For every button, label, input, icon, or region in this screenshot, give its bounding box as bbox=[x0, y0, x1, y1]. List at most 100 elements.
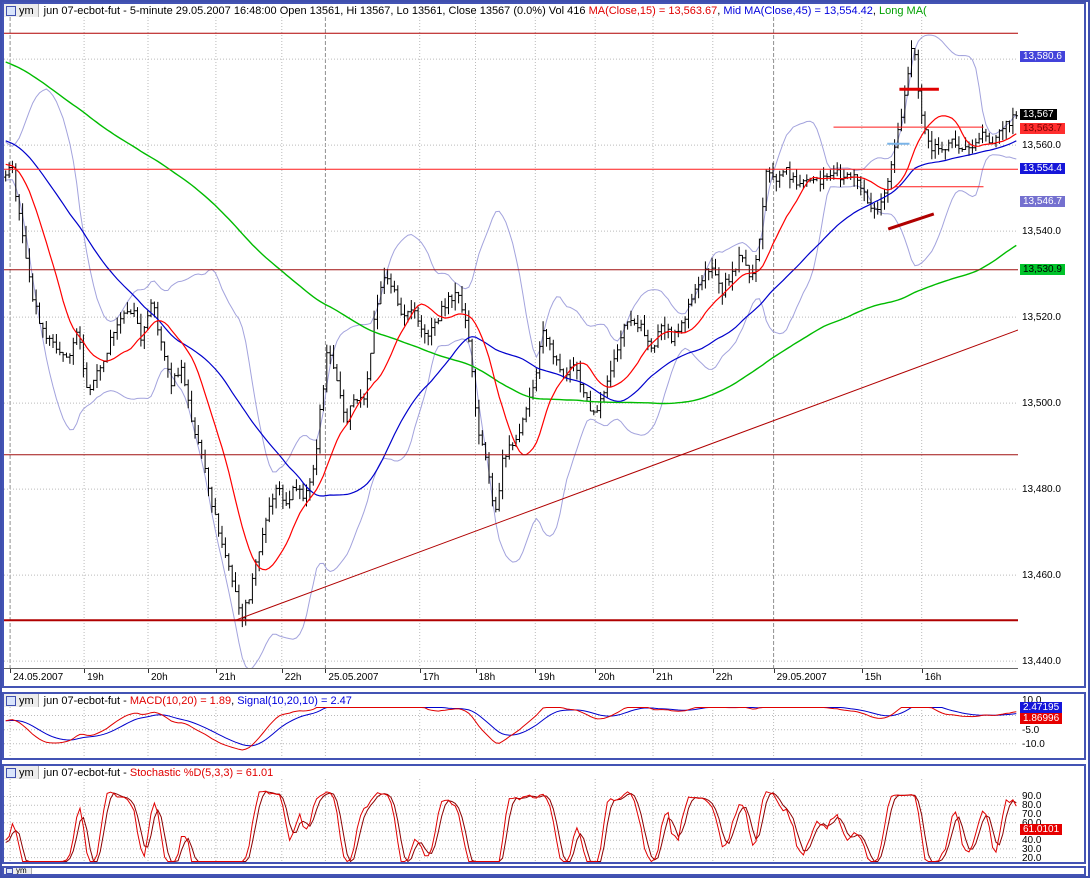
stoch-plot-area bbox=[4, 779, 1018, 862]
price-axis-badge: 13,563.7 bbox=[1020, 123, 1065, 134]
chart-window-icon bbox=[6, 695, 16, 706]
macd-axis-label: -10.0 bbox=[1022, 739, 1045, 750]
time-tick bbox=[921, 669, 923, 673]
time-label: 21h bbox=[218, 672, 236, 683]
price-axis-badge: 13,546.7 bbox=[1020, 196, 1065, 207]
time-label: 25.05.2007 bbox=[328, 672, 379, 683]
time-label: 29.05.2007 bbox=[776, 672, 827, 683]
time-label: 20h bbox=[151, 672, 168, 683]
time-label: 16h bbox=[924, 672, 942, 683]
time-label: 19h bbox=[87, 672, 104, 683]
stoch-axis-label: 80.0 bbox=[1022, 800, 1042, 811]
time-label: 18h bbox=[478, 672, 496, 683]
stochastic-panel: ym jun 07-ecbot-fut - Stochastic %D(5,3,… bbox=[2, 764, 1086, 864]
time-label: 22h bbox=[284, 672, 302, 683]
stoch-axis-label: 20.0 bbox=[1022, 853, 1042, 862]
grid-lines bbox=[4, 779, 1018, 862]
time-label: 15h bbox=[864, 672, 882, 683]
stoch-tab[interactable]: ym bbox=[4, 766, 39, 779]
drawing-lines[interactable] bbox=[4, 32, 1018, 622]
price-title-text: jun 07-ecbot-fut - 5-minute 29.05.2007 1… bbox=[44, 5, 927, 17]
price-axis-label: 13,480.0 bbox=[1022, 484, 1061, 495]
price-axis-badge: 13,530.9 bbox=[1020, 264, 1065, 275]
price-axis-label: 13,440.0 bbox=[1022, 656, 1061, 667]
macd-titlebar: ym jun 07-ecbot-fut - MACD(10,20) = 1.89… bbox=[4, 694, 1084, 707]
time-tick bbox=[281, 669, 283, 673]
time-tick bbox=[653, 669, 654, 673]
macd-axis-label: -5.0 bbox=[1022, 725, 1040, 736]
time-tick bbox=[10, 669, 12, 673]
stoch-axis-label: 70.0 bbox=[1022, 809, 1042, 820]
time-tick bbox=[148, 669, 149, 673]
price-axis-badge: 13,554.4 bbox=[1020, 163, 1065, 174]
macd-title-text: jun 07-ecbot-fut - MACD(10,20) = 1.89, S… bbox=[44, 695, 352, 707]
stoch-d-line bbox=[5, 790, 1017, 862]
chart-tab-label: ym bbox=[19, 4, 34, 17]
minimized-panel: ym bbox=[2, 866, 1086, 876]
macd-chart-canvas[interactable] bbox=[4, 707, 1018, 758]
chart-window-icon bbox=[6, 767, 16, 778]
title-segment: jun 07-ecbot-fut - 5-minute 29.05.2007 1… bbox=[43, 4, 589, 17]
title-segment: MA(Close,15) = 13,563.67 bbox=[588, 4, 718, 17]
stoch-axis-label: 60.0 bbox=[1022, 818, 1041, 829]
price-axis-label: 13,460.0 bbox=[1022, 570, 1061, 581]
time-tick bbox=[535, 669, 537, 673]
macd-panel: ym jun 07-ecbot-fut - MACD(10,20) = 1.89… bbox=[2, 692, 1086, 760]
time-tick bbox=[419, 669, 421, 673]
time-tick bbox=[773, 669, 775, 673]
time-label: 20h bbox=[598, 672, 615, 683]
time-tick bbox=[325, 669, 327, 673]
title-segment: Stochastic %D(5,3,3) = 61.01 bbox=[129, 766, 274, 779]
price-axis-label: 13,500.0 bbox=[1022, 398, 1061, 409]
stoch-axis-label: 30.0 bbox=[1022, 844, 1042, 855]
title-segment: , bbox=[872, 4, 880, 17]
time-tick bbox=[595, 669, 597, 673]
ma-short-line bbox=[5, 115, 1017, 571]
macd-tab[interactable]: ym bbox=[4, 694, 39, 707]
stoch-chart-canvas[interactable] bbox=[4, 779, 1018, 862]
ohlc-bars bbox=[4, 40, 1018, 628]
macd-tab-label: ym bbox=[19, 694, 34, 707]
time-label: 21h bbox=[656, 672, 673, 683]
title-segment: jun 07-ecbot-fut - bbox=[43, 766, 130, 779]
time-tick bbox=[215, 669, 217, 673]
time-tick bbox=[84, 669, 86, 673]
price-axis-label: 13,540.0 bbox=[1022, 226, 1061, 237]
macd-axis-badge: 1.86996 bbox=[1020, 713, 1063, 724]
ma-long-line bbox=[5, 61, 1017, 405]
stoch-axis-label: 90.0 bbox=[1022, 791, 1042, 802]
price-axis-label: 13,520.0 bbox=[1022, 312, 1061, 323]
minimized-titlebar: ym bbox=[4, 868, 1084, 874]
title-segment: Mid MA(Close,45) = 13,554.42 bbox=[723, 4, 873, 17]
price-axis: 13,560.0 13,540.0 13,520.0 13,500.0 13,480.0… bbox=[1018, 4, 1084, 686]
price-axis-badge: 13,567 bbox=[1020, 109, 1057, 120]
time-label: 24.05.2007 bbox=[13, 672, 64, 683]
time-label: 19h bbox=[538, 672, 555, 683]
macd-axis: 10.0 -5.0 -10.0 2.47195 1.86996 bbox=[1018, 694, 1084, 758]
title-segment: Long MA( bbox=[879, 4, 927, 17]
price-axis-badge: 13,580.6 bbox=[1020, 51, 1065, 62]
price-chart-canvas[interactable] bbox=[4, 17, 1018, 668]
stoch-tab-label: ym bbox=[19, 766, 34, 779]
minimized-tab[interactable]: ym bbox=[4, 868, 32, 874]
band-lines bbox=[5, 34, 1017, 668]
chart-tab[interactable]: ym bbox=[4, 4, 39, 17]
time-tick bbox=[861, 669, 863, 673]
ma-mid-line bbox=[5, 140, 1017, 497]
macd-axis-label: 10.0 bbox=[1022, 695, 1042, 706]
time-tick bbox=[712, 669, 714, 673]
price-plot-area bbox=[4, 17, 1018, 668]
grid-lines bbox=[4, 707, 1018, 758]
stoch-slow-line bbox=[5, 790, 1017, 862]
stoch-axis-label: 40.0 bbox=[1022, 835, 1042, 846]
minimized-tab-label: ym bbox=[16, 868, 27, 874]
stoch-axis-label: 10.0 bbox=[1022, 861, 1041, 862]
time-label: 22h bbox=[715, 672, 733, 683]
title-segment: jun 07-ecbot-fut - bbox=[43, 694, 130, 707]
title-segment: , bbox=[231, 694, 238, 707]
stoch-axis-badge: 61.0101 bbox=[1020, 824, 1063, 835]
stoch-axis: 90.080.070.060.0 40.030.020.010.0 61.0101 bbox=[1018, 766, 1084, 862]
title-segment: , bbox=[717, 4, 724, 17]
price-panel: ym jun 07-ecbot-fut - 5-minute 29.05.200… bbox=[2, 2, 1086, 688]
